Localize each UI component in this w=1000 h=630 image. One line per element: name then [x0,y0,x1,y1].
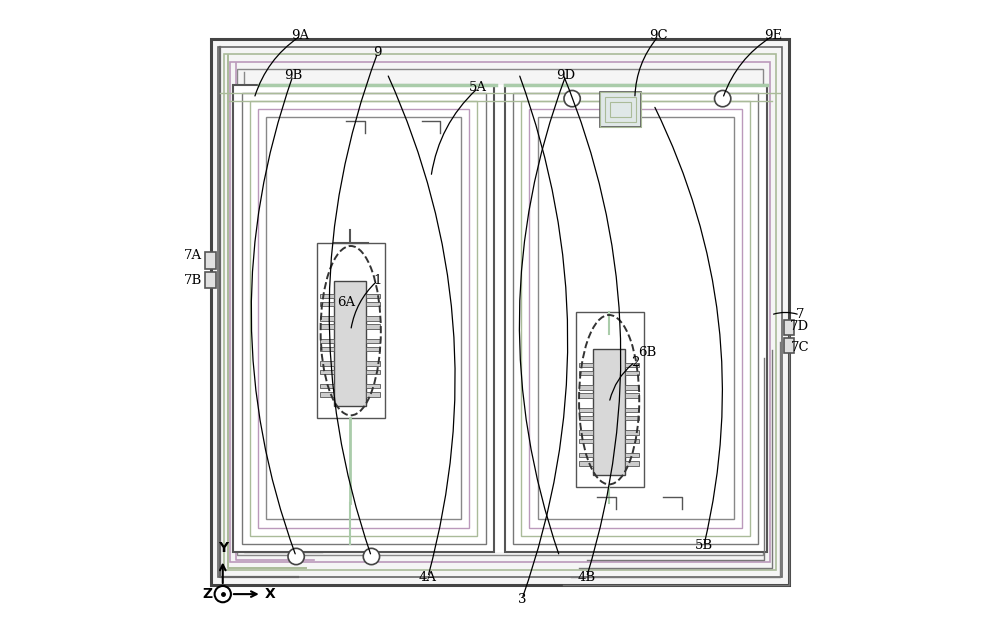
Bar [579,386,593,389]
Text: 7C: 7C [790,341,809,354]
Bar [237,69,763,554]
Text: 7A: 7A [184,249,202,262]
Text: Y: Y [218,541,228,555]
Bar [320,324,334,329]
Text: 7D: 7D [790,320,809,333]
Bar [366,347,380,352]
Bar [625,461,639,466]
Text: 7: 7 [796,309,804,321]
Bar [250,101,477,536]
Bar [600,93,641,127]
Bar [320,339,334,343]
Bar [233,85,494,552]
Bar [784,338,794,353]
Bar [513,93,758,544]
Bar [258,109,469,528]
Bar [366,316,380,321]
Text: 3: 3 [518,593,526,605]
Bar [505,85,767,552]
Bar [579,438,593,443]
Bar [625,408,639,412]
Bar [579,430,593,435]
Text: 9: 9 [373,47,382,59]
Bar [625,430,639,435]
Bar [579,408,593,412]
Bar [233,85,767,552]
Bar [211,39,789,585]
Bar [211,39,789,585]
Bar [366,370,380,374]
Bar [579,453,593,457]
Text: 9C: 9C [649,30,668,42]
Text: Z: Z [202,587,212,601]
Bar [320,347,334,352]
Text: 6A: 6A [337,296,355,309]
Bar [224,54,776,570]
Bar [521,101,750,536]
Bar [320,302,334,306]
Bar [784,320,794,335]
Bar [366,362,380,366]
Text: 5A: 5A [469,81,487,94]
Bar [366,339,380,343]
Bar [366,294,380,298]
Bar [320,362,334,366]
Circle shape [363,548,380,564]
Bar [593,350,625,475]
Text: 9B: 9B [284,69,302,82]
Bar [366,392,380,396]
Text: 4B: 4B [577,571,596,583]
Bar [625,363,639,367]
Bar [579,393,593,398]
Text: 4A: 4A [419,571,437,583]
Bar [576,312,644,488]
Bar [317,243,385,418]
Bar [625,416,639,420]
Bar [610,102,631,117]
Text: 1: 1 [374,274,382,287]
Bar [625,386,639,389]
Bar [625,453,639,457]
Bar [579,461,593,466]
Text: 9D: 9D [556,69,575,82]
Bar [529,109,742,528]
Bar [366,384,380,388]
Bar [205,272,216,288]
Text: 9E: 9E [764,30,782,42]
Circle shape [715,91,731,106]
Text: 5B: 5B [695,539,713,553]
Bar [320,294,334,298]
Text: 6B: 6B [638,346,657,359]
Bar [205,252,216,268]
Bar [242,93,486,544]
Bar [366,302,380,306]
Bar [625,371,639,375]
Text: 9A: 9A [291,30,310,42]
Bar [320,370,334,374]
Text: X: X [265,587,276,601]
Bar [266,117,461,520]
Bar [579,363,593,367]
Circle shape [564,91,580,106]
Bar [320,384,334,388]
Bar [230,62,770,562]
Text: 2: 2 [631,355,639,369]
Bar [625,393,639,398]
Bar [334,280,366,406]
Bar [320,392,334,396]
Bar [366,324,380,329]
Bar [579,371,593,375]
Text: 7B: 7B [184,274,202,287]
Bar [605,98,636,122]
Circle shape [288,548,304,564]
Bar [579,416,593,420]
Bar [625,438,639,443]
Circle shape [215,586,231,602]
Bar [218,47,782,577]
Bar [320,316,334,321]
Bar [538,117,734,520]
Bar [600,93,641,127]
